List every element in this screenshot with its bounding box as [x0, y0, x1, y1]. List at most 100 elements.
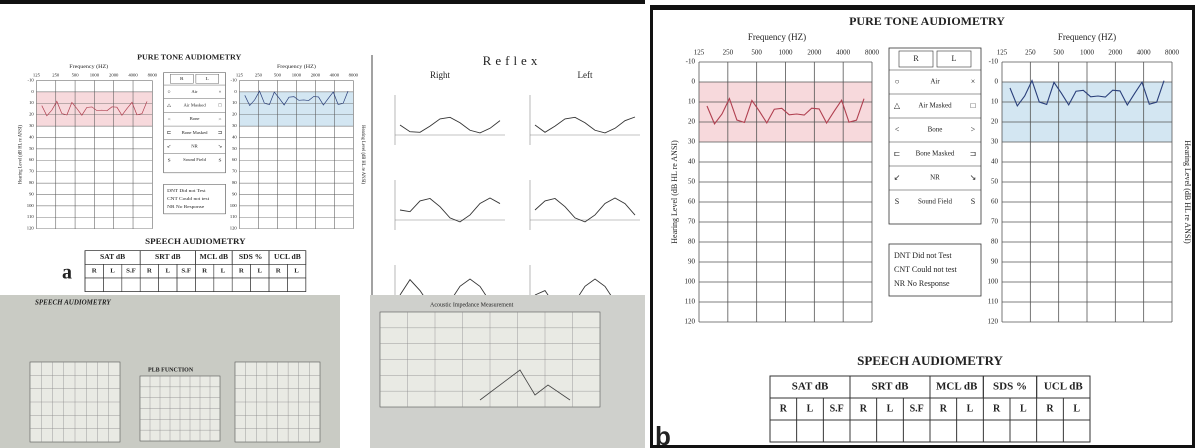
- level-label: 20: [232, 112, 237, 117]
- legend-entry: Air: [930, 78, 940, 86]
- level-label: 50: [991, 178, 999, 186]
- level-label: 60: [232, 158, 237, 163]
- level-label: 60: [688, 198, 696, 206]
- legend-symbol: S: [895, 197, 899, 206]
- frequency-label: 4000: [836, 49, 851, 57]
- frequency-label: 250: [723, 49, 734, 57]
- table-subheader: R: [92, 268, 97, 275]
- level-label: -10: [231, 78, 237, 83]
- table-subheader: R: [239, 268, 244, 275]
- legend-entry: Bone Masked: [916, 150, 955, 158]
- table-header: UCL dB: [1044, 381, 1083, 393]
- table-header: MCL dB: [936, 381, 978, 393]
- legend-entry: Air: [191, 89, 198, 94]
- speech-title: SPEECH AUDIOMETRY: [145, 236, 245, 245]
- legend-header: L: [206, 77, 209, 82]
- frequency-label: 250: [1025, 49, 1036, 57]
- reflex-side: Right: [430, 70, 451, 80]
- axis-title: Hearing Level (dB HL re ANSI): [670, 140, 679, 244]
- level-label: 20: [29, 112, 34, 117]
- level-label: -10: [989, 58, 999, 66]
- frequency-label: 125: [236, 73, 243, 78]
- legend-symbol: □: [971, 101, 976, 110]
- legend-entry: Bone Masked: [182, 130, 209, 135]
- note: DNT Did not Test: [167, 189, 206, 194]
- panel-label: b: [655, 421, 671, 448]
- panel-b-top: [650, 5, 1195, 10]
- legend-symbol: △: [167, 103, 171, 108]
- table-subheader: R: [147, 268, 152, 275]
- table-subheader: S.F: [181, 268, 191, 275]
- level-label: 40: [29, 135, 34, 140]
- legend-symbol: ○: [167, 90, 170, 95]
- frequency-label: 125: [694, 49, 705, 57]
- frequency-label: 250: [52, 73, 59, 78]
- level-label: 90: [688, 258, 696, 266]
- level-label: 10: [232, 101, 237, 106]
- level-label: 100: [988, 278, 999, 286]
- legend-symbol: ×: [971, 77, 976, 86]
- frequency-label: 1000: [1080, 49, 1095, 57]
- legend-symbol: ↙: [894, 173, 901, 182]
- level-label: 120: [685, 318, 696, 326]
- frequency-label: 4000: [128, 73, 137, 78]
- frequency-label: 8000: [349, 73, 358, 78]
- axis-title: Frequency (HZ): [748, 32, 806, 42]
- photo-area: SPEECH AUDIOMETRYPLB FUNCTIONAcoustic Im…: [0, 295, 645, 448]
- axis-title: Frequency (HZ): [277, 63, 316, 69]
- legend-symbol: ○: [895, 77, 900, 86]
- frequency-label: 1000: [779, 49, 794, 57]
- table-subheader: L: [221, 268, 226, 275]
- table-header: UCL dB: [274, 253, 301, 261]
- top-rule: [0, 0, 645, 4]
- table-subheader: R: [940, 403, 948, 414]
- frequency-label: 500: [274, 73, 281, 78]
- level-label: 30: [29, 123, 34, 128]
- level-label: 100: [685, 278, 696, 286]
- axis-title: Hearing Level (dB HL re ANSI): [1183, 140, 1192, 244]
- legend-symbol: △: [894, 101, 901, 110]
- legend-symbol: ⊏: [894, 149, 901, 158]
- level-label: 30: [991, 138, 999, 146]
- frequency-label: 1000: [90, 73, 99, 78]
- table-subheader: R: [993, 403, 1001, 414]
- frequency-label: 125: [33, 73, 40, 78]
- table-subheader: R: [276, 268, 281, 275]
- legend-entry: Sound Field: [918, 198, 953, 206]
- table-header: MCL dB: [200, 253, 229, 261]
- table-subheader: R: [202, 268, 207, 275]
- level-label: 70: [29, 169, 34, 174]
- legend-symbol: <: [895, 125, 900, 134]
- level-label: 100: [27, 203, 34, 208]
- level-label: 80: [688, 238, 696, 246]
- level-label: 50: [688, 178, 696, 186]
- axis-title: Hearing Level (dB HL re ANSI): [360, 125, 365, 184]
- frequency-label: 8000: [865, 49, 880, 57]
- level-label: 30: [688, 138, 696, 146]
- level-label: 50: [29, 146, 34, 151]
- table-subheader: L: [1073, 403, 1080, 414]
- level-label: 0: [692, 78, 696, 86]
- table-subheader: L: [807, 403, 814, 414]
- frequency-label: 8000: [1165, 49, 1180, 57]
- legend-symbol: S: [971, 197, 975, 206]
- note: DNT Did not Test: [894, 251, 952, 260]
- axis-title: Frequency (HZ): [69, 63, 108, 69]
- level-label: 70: [232, 169, 237, 174]
- photo-text: PLB FUNCTION: [148, 367, 194, 373]
- level-label: 20: [991, 118, 999, 126]
- legend-symbol: S: [219, 159, 222, 164]
- level-label: 110: [988, 298, 999, 306]
- level-label: 10: [991, 98, 999, 106]
- level-label: 40: [688, 158, 696, 166]
- speech-title: SPEECH AUDIOMETRY: [857, 353, 1003, 368]
- level-label: 110: [685, 298, 696, 306]
- legend-symbol: ⊐: [218, 130, 222, 135]
- form-title: PURE TONE AUDIOMETRY: [849, 14, 1005, 28]
- frequency-label: 500: [72, 73, 79, 78]
- table-header: SAT dB: [792, 381, 829, 393]
- legend-symbol: >: [971, 125, 976, 134]
- level-label: 110: [230, 215, 237, 220]
- level-label: 60: [29, 158, 34, 163]
- level-label: 120: [230, 226, 237, 231]
